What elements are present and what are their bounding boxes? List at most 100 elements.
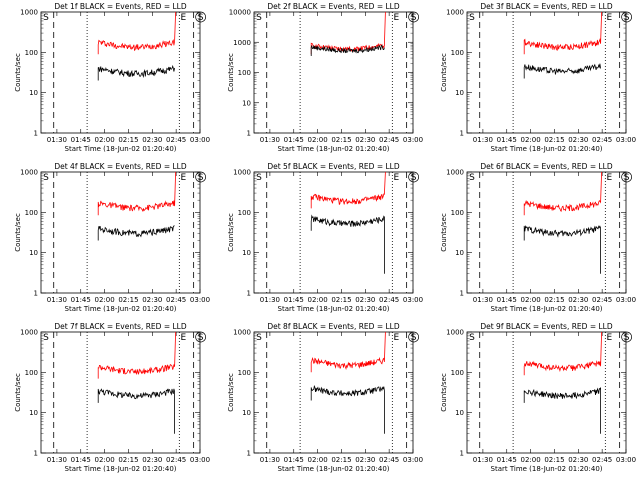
x-tick-label: 01:45 (284, 136, 304, 144)
x-tick-label: 01:30 (473, 296, 493, 304)
detector-panel-9: Det 9f BLACK = Events, RED = LLD 1 10 100 10… (440, 322, 636, 473)
y-axis-label: Counts/sec (227, 373, 235, 412)
marker-circle (408, 331, 419, 343)
marker-label: S (469, 13, 475, 23)
x-tick-label: 01:45 (71, 296, 91, 304)
marker-label: E (393, 173, 399, 183)
y-tick-label: 1000 (446, 169, 464, 177)
x-tick-label: 01:30 (47, 296, 67, 304)
marker-label: E (393, 13, 399, 23)
y-tick-label: 1 (460, 450, 464, 458)
lld-series-line (523, 331, 602, 376)
y-axis-label: Counts/sec (440, 53, 448, 92)
marker-label: E (606, 173, 612, 183)
detector-panel-3: Det 3f BLACK = Events, RED = LLD 1 10 100 10… (440, 2, 636, 153)
marker-circle (621, 171, 632, 183)
marker-circle (195, 11, 206, 23)
y-tick-label: 10 (242, 409, 251, 417)
x-tick-label: 01:30 (260, 456, 280, 464)
marker-label: E (180, 13, 186, 23)
marker-label: E (180, 333, 186, 343)
x-tick-label: 01:45 (497, 136, 517, 144)
marker-label: S (198, 333, 204, 343)
y-tick-label: 100 (451, 369, 464, 377)
panel-title: Det 3f BLACK = Events, RED = LLD (480, 2, 613, 11)
x-tick-label: 02:15 (544, 456, 564, 464)
x-tick-label: 01:30 (47, 136, 67, 144)
x-tick-label: 02:15 (118, 456, 138, 464)
y-tick-label: 100 (238, 369, 251, 377)
x-tick-label: 02:30 (568, 296, 588, 304)
x-tick-label: 03:00 (616, 456, 636, 464)
detector-panel-1: Det 1f BLACK = Events, RED = LLD 1 10 100 10… (14, 2, 210, 153)
marker-label: S (411, 333, 417, 343)
y-tick-label: 1 (247, 290, 251, 298)
y-tick-label: 10 (455, 249, 464, 257)
y-axis-label: Counts/sec (14, 53, 22, 92)
marker-label: S (43, 333, 49, 343)
lld-series-line (310, 331, 386, 373)
y-tick-label: 100 (238, 69, 251, 77)
x-tick-label: 02:00 (95, 136, 115, 144)
y-tick-label: 1 (460, 130, 464, 138)
marker-circle (621, 331, 632, 343)
marker-label: S (256, 13, 262, 23)
x-tick-label: 02:00 (521, 456, 541, 464)
detector-panel-5: Det 5f BLACK = Events, RED = LLD 1 10 100 10… (227, 162, 423, 313)
marker-label: S (624, 13, 630, 23)
x-tick-label: 01:30 (473, 136, 493, 144)
y-tick-label: 1 (247, 130, 251, 138)
x-tick-label: 01:30 (260, 296, 280, 304)
x-tick-label: 02:30 (355, 136, 375, 144)
events-series-line (97, 64, 175, 81)
y-tick-label: 1 (460, 290, 464, 298)
detector-panel-8: Det 8f BLACK = Events, RED = LLD 1 10 100 10… (227, 322, 423, 473)
x-axis-label: Start Time (18-Jun-02 01:20:40) (278, 465, 390, 473)
x-tick-label: 02:30 (568, 136, 588, 144)
x-axis-label: Start Time (18-Jun-02 01:20:40) (278, 145, 390, 153)
events-series-line (310, 44, 385, 56)
marker-label: E (393, 333, 399, 343)
plot-frame (466, 171, 627, 294)
x-tick-label: 02:00 (308, 456, 328, 464)
x-tick-label: 02:45 (592, 296, 612, 304)
y-tick-label: 10 (29, 89, 38, 97)
marker-label: S (624, 333, 630, 343)
plot-frame (253, 331, 414, 454)
x-tick-label: 02:30 (142, 296, 162, 304)
y-tick-label: 100 (451, 49, 464, 57)
y-axis-label: Counts/sec (440, 373, 448, 412)
x-tick-label: 02:45 (379, 136, 399, 144)
x-tick-label: 02:00 (95, 296, 115, 304)
panel-title: Det 4f BLACK = Events, RED = LLD (54, 162, 187, 171)
marker-circle (195, 331, 206, 343)
x-tick-label: 01:45 (71, 456, 91, 464)
marker-label: E (180, 173, 186, 183)
detector-panel-6: Det 6f BLACK = Events, RED = LLD 1 10 100 10… (440, 162, 636, 313)
y-tick-label: 10 (455, 409, 464, 417)
y-axis-label: Counts/sec (440, 213, 448, 252)
y-tick-label: 10000 (229, 9, 251, 17)
x-axis-label: Start Time (18-Jun-02 01:20:40) (65, 305, 177, 313)
events-series-line (97, 388, 176, 434)
x-axis-label: Start Time (18-Jun-02 01:20:40) (65, 145, 177, 153)
x-tick-label: 03:00 (403, 296, 423, 304)
y-tick-label: 1000 (446, 9, 464, 17)
x-tick-label: 02:30 (142, 136, 162, 144)
x-tick-label: 03:00 (190, 136, 210, 144)
marker-label: S (198, 173, 204, 183)
plot-frame (40, 11, 201, 134)
x-tick-label: 03:00 (616, 296, 636, 304)
panel-title: Det 2f BLACK = Events, RED = LLD (267, 2, 400, 11)
y-tick-label: 100 (25, 369, 38, 377)
y-tick-label: 100 (451, 209, 464, 217)
marker-label: S (198, 13, 204, 23)
x-tick-label: 02:45 (166, 456, 186, 464)
detector-panel-4: Det 4f BLACK = Events, RED = LLD 1 10 100 10… (14, 162, 210, 313)
x-tick-label: 02:45 (379, 296, 399, 304)
marker-circle (408, 171, 419, 183)
y-tick-label: 10 (455, 89, 464, 97)
x-axis-label: Start Time (18-Jun-02 01:20:40) (65, 465, 177, 473)
x-tick-label: 02:45 (592, 136, 612, 144)
x-tick-label: 02:15 (331, 136, 351, 144)
